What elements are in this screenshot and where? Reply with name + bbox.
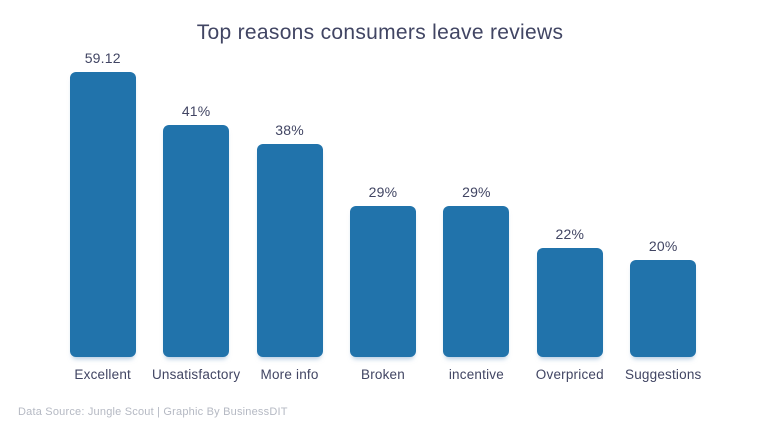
bar-column-incentive: 29% <box>430 0 523 357</box>
bar-value-label: 59.12 <box>84 50 121 66</box>
bar-value-label: 29% <box>368 184 398 200</box>
footer-credit: Data Source: Jungle Scout | Graphic By B… <box>18 406 288 418</box>
bar-value-label: 29% <box>462 184 491 200</box>
bar-column-broken: 29% <box>336 0 429 357</box>
bars-row: 59.12 41% 38% 29% 29% 22% <box>56 0 710 357</box>
category-label-excellent: Excellent <box>74 367 131 382</box>
category-label-broken: Broken <box>360 367 405 382</box>
bar-more-info <box>256 144 323 357</box>
bar-column-excellent: 59.12 <box>56 0 149 357</box>
category-label-suggestions: Suggestions <box>624 367 702 382</box>
category-label-more-info: More info <box>260 367 319 382</box>
bar-suggestions <box>630 260 697 357</box>
category-label-unsatisfactory: Unsatisfactory <box>151 367 241 382</box>
bar-column-more-info: 38% <box>243 0 336 357</box>
bar-incentive <box>443 206 510 357</box>
bar-excellent <box>69 72 136 357</box>
chart-title: Top reasons consumers leave reviews <box>196 21 564 44</box>
bar-unsatisfactory <box>163 125 230 357</box>
bar-value-label: 20% <box>648 238 678 254</box>
bar-column-unsatisfactory: 41% <box>149 0 242 357</box>
bar-column-overpriced: 22% <box>523 0 616 357</box>
bar-value-label: 41% <box>181 103 211 119</box>
bar-value-label: 22% <box>555 226 585 242</box>
category-label-incentive: incentive <box>448 367 504 382</box>
bar-overpriced <box>536 248 603 357</box>
bar-broken <box>349 206 416 357</box>
bar-value-label: 38% <box>275 122 304 138</box>
bar-chart: 59.12 41% 38% 29% 29% 22% <box>56 0 710 382</box>
bar-column-suggestions: 20% <box>617 0 710 357</box>
category-axis: Excellent Unsatisfactory More info Broke… <box>56 367 710 382</box>
category-label-overpriced: Overpriced <box>535 367 604 382</box>
